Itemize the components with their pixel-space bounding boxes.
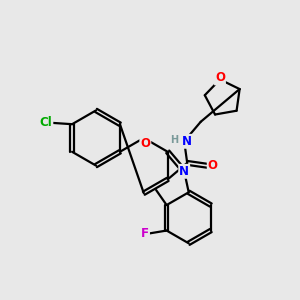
Text: Cl: Cl [40,116,52,129]
Text: O: O [208,159,218,172]
Text: F: F [141,227,149,240]
Text: N: N [179,165,189,178]
Text: N: N [182,135,192,148]
Text: O: O [215,71,225,85]
Text: O: O [140,137,150,150]
Text: H: H [170,135,179,145]
